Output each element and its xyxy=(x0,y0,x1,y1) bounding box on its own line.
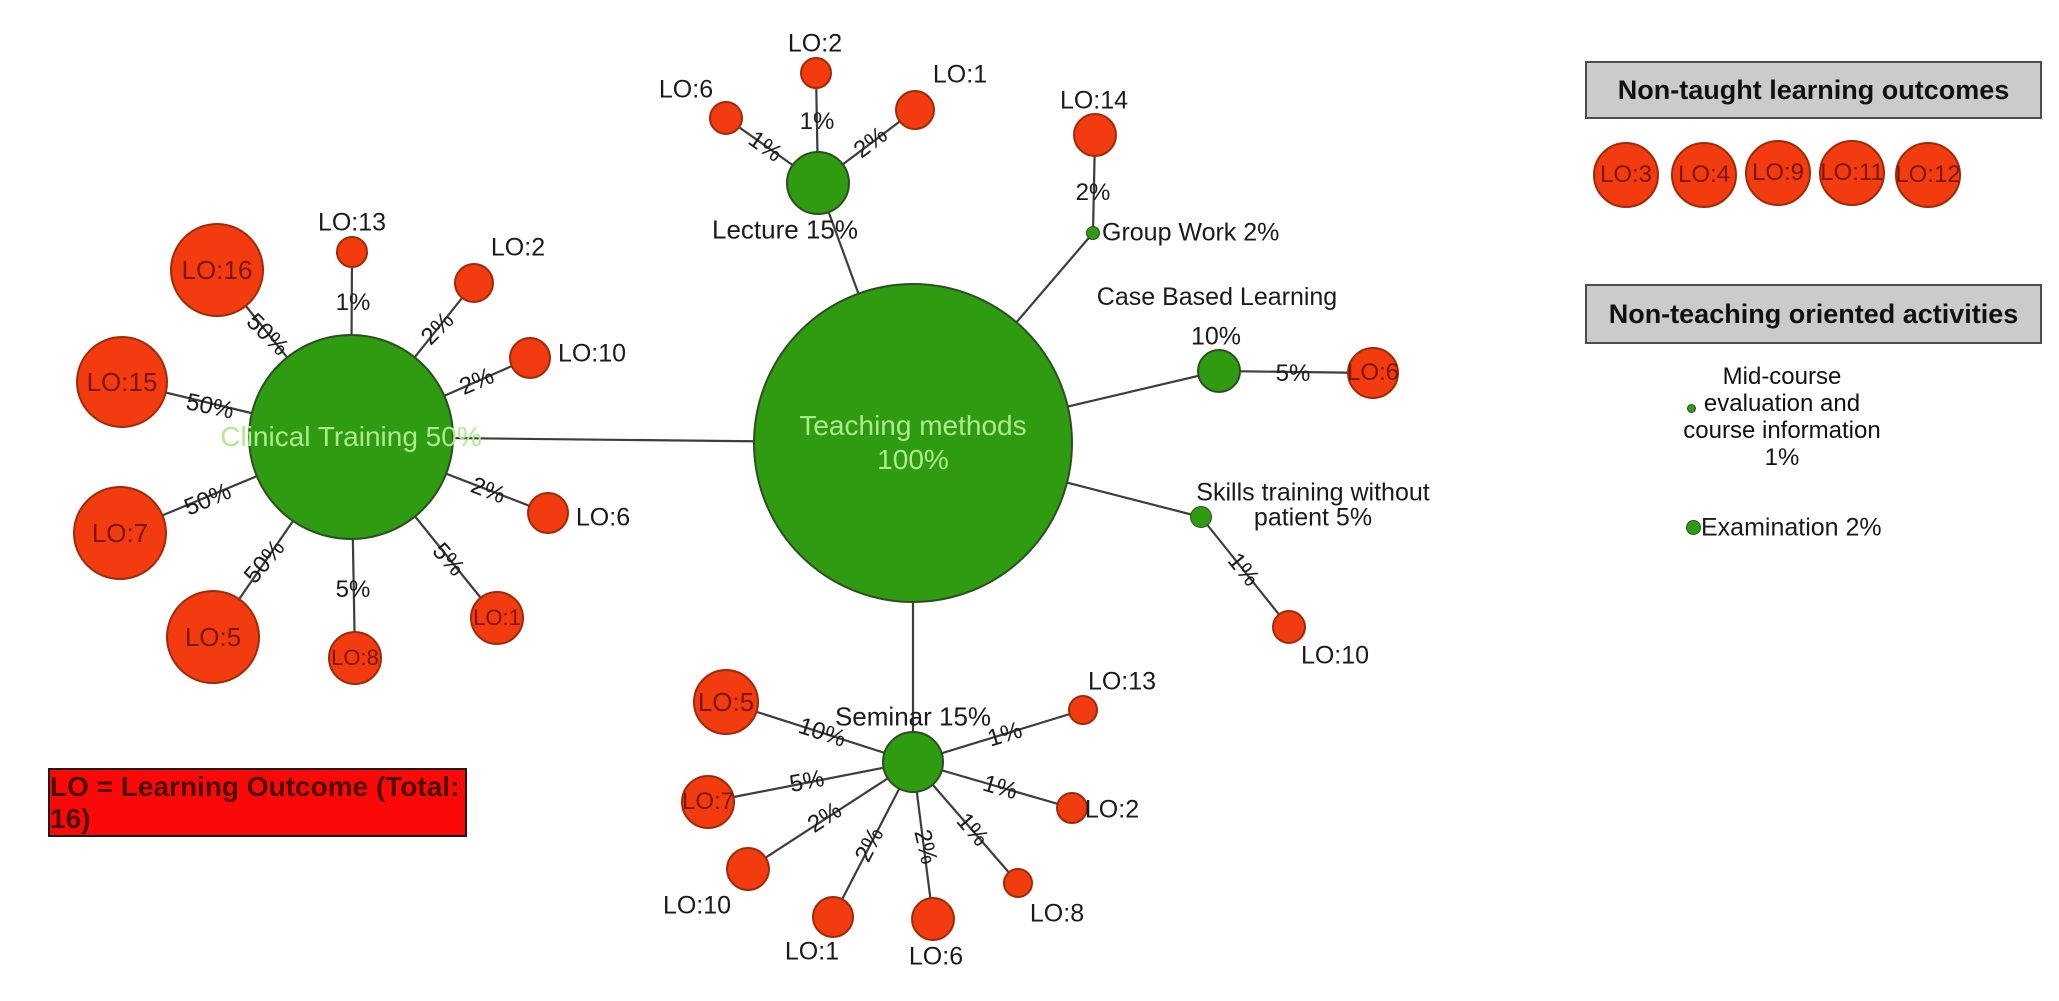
node-seminar-lo1 xyxy=(812,896,854,938)
node-midcourse-dot xyxy=(1687,404,1696,413)
non-teaching-activities-title: Non-teaching oriented activities xyxy=(1608,298,2019,329)
node-skills-lo10 xyxy=(1272,610,1306,644)
node-clinical-lo8: LO:8 xyxy=(328,631,382,685)
seminar-lo8-label: LO:8 xyxy=(1029,899,1085,928)
node-seminar-lo2 xyxy=(1056,792,1088,824)
lo16-label: LO:16 xyxy=(181,254,253,285)
lo-legend-box: LO = Learning Outcome (Total: 16) xyxy=(48,768,467,837)
lecture-lo6-label: LO:6 xyxy=(658,75,714,104)
cbl-lo6-label: LO:6 xyxy=(1346,359,1400,386)
node-teaching-methods: Teaching methods 100% xyxy=(753,283,1073,603)
lo7-label: LO:7 xyxy=(91,517,149,548)
seminar-label: Seminar 15% xyxy=(834,701,992,732)
clinical-training-label: Clinical Training 50% xyxy=(220,421,482,452)
node-nontaught-lo12: LO:12 xyxy=(1895,142,1961,208)
clinical-lo13-label: LO:13 xyxy=(317,208,387,237)
examination-label: Examination 2% xyxy=(1701,513,1882,542)
node-cbl-lo6: LO:6 xyxy=(1347,347,1399,399)
seminar-lo13-label: LO:13 xyxy=(1087,667,1157,696)
node-lecture-lo6 xyxy=(709,101,743,135)
skills-lo10-label: LO:10 xyxy=(1300,641,1370,670)
non-taught-outcomes-title: Non-taught learning outcomes xyxy=(1617,74,2010,105)
lo8-label: LO:8 xyxy=(331,645,379,670)
lo1-label: LO:1 xyxy=(473,605,521,630)
node-clinical-lo10 xyxy=(509,337,551,379)
node-nontaught-lo3: LO:3 xyxy=(1593,142,1659,208)
nontaught-lo4-label: LO:4 xyxy=(1677,161,1731,188)
lecture-label: Lecture 15% xyxy=(712,214,858,245)
node-seminar xyxy=(882,731,944,793)
node-clinical-lo5: LO:5 xyxy=(166,590,260,684)
nontaught-lo12-label: LO:12 xyxy=(1895,161,1961,188)
node-seminar-lo6 xyxy=(911,897,955,941)
node-seminar-lo10 xyxy=(726,847,770,891)
node-groupwork-lo14 xyxy=(1073,113,1117,157)
skills-label-line1: Skills training without xyxy=(1196,478,1430,507)
nontaught-lo11-label: LO:11 xyxy=(1820,159,1884,186)
node-lecture-lo2 xyxy=(800,57,832,89)
seminar-lo1-label: LO:1 xyxy=(784,937,840,966)
edge-seminar-lo10 xyxy=(747,761,914,870)
node-seminar-lo7: LO:7 xyxy=(681,775,735,829)
midcourse-line3: course information xyxy=(1683,417,1881,444)
cbl-lo6-pct: 5% xyxy=(1275,360,1311,387)
groupwork-lo14-pct: 2% xyxy=(1075,179,1111,206)
node-nontaught-lo11: LO:11 xyxy=(1819,140,1885,206)
node-clinical-lo1: LO:1 xyxy=(470,591,524,645)
node-nontaught-lo4: LO:4 xyxy=(1671,142,1737,208)
node-skills-training xyxy=(1190,506,1212,528)
node-seminar-lo13 xyxy=(1068,695,1098,725)
seminar-lo2-label: LO:2 xyxy=(1084,795,1140,824)
teaching-methods-label: Teaching methods 100% xyxy=(799,409,1026,477)
seminar-lo10-label: LO:10 xyxy=(662,891,732,920)
cbl-label-line2: 10% xyxy=(1190,322,1242,351)
node-clinical-lo15: LO:15 xyxy=(76,336,168,428)
clinical-lo13-pct: 1% xyxy=(335,289,371,316)
non-taught-outcomes-box: Non-taught learning outcomes xyxy=(1585,61,2042,119)
lecture-lo2-label: LO:2 xyxy=(787,29,843,58)
lecture-lo2-pct: 1% xyxy=(799,108,835,135)
nontaught-lo9-label: LO:9 xyxy=(1751,159,1805,186)
node-nontaught-lo9: LO:9 xyxy=(1745,140,1811,206)
node-clinical-lo13 xyxy=(336,236,368,268)
seminar-lo7-label: LO:7 xyxy=(681,788,735,815)
edge-skills-lo10 xyxy=(1200,516,1290,628)
teaching-methods-line2: 100% xyxy=(877,444,949,475)
cbl-label-line1: Case Based Learning xyxy=(1096,283,1338,311)
seminar-lo6-label: LO:6 xyxy=(908,942,964,971)
clinical-lo2-label: LO:2 xyxy=(490,233,546,262)
clinical-lo6-label: LO:6 xyxy=(575,503,631,532)
seminar-lo5-label: LO:5 xyxy=(697,686,755,717)
clinical-lo8-pct: 5% xyxy=(335,576,371,603)
node-clinical-lo2 xyxy=(454,263,494,303)
groupwork-lo14-label: LO:14 xyxy=(1059,86,1129,115)
midcourse-line1: Mid-course xyxy=(1722,363,1842,390)
midcourse-line2: evaluation and xyxy=(1703,390,1861,417)
node-group-work xyxy=(1086,226,1100,240)
midcourse-label: Mid-course evaluation and course informa… xyxy=(1683,363,1880,471)
node-seminar-lo8 xyxy=(1003,868,1033,898)
nontaught-lo3-label: LO:3 xyxy=(1599,161,1653,188)
node-case-based-learning xyxy=(1197,349,1241,393)
midcourse-line4: 1% xyxy=(1764,444,1800,471)
clinical-lo10-label: LO:10 xyxy=(557,339,627,368)
node-clinical-lo7: LO:7 xyxy=(73,486,167,580)
lo15-label: LO:15 xyxy=(86,366,158,397)
teaching-methods-line1: Teaching methods xyxy=(799,410,1027,441)
lo-legend-text: LO = Learning Outcome (Total: 16) xyxy=(50,770,460,834)
node-examination-dot xyxy=(1686,520,1701,535)
node-clinical-lo16: LO:16 xyxy=(170,223,264,317)
node-seminar-lo5: LO:5 xyxy=(693,669,759,735)
lo5-label: LO:5 xyxy=(184,621,242,652)
edge-seminar-lo7 xyxy=(707,760,914,804)
group-work-label: Group Work 2% xyxy=(1102,218,1280,247)
skills-label-line2: patient 5% xyxy=(1253,503,1373,532)
non-teaching-activities-box: Non-teaching oriented activities xyxy=(1585,284,2042,344)
node-clinical-training: Clinical Training 50% xyxy=(220,334,482,540)
node-clinical-lo6 xyxy=(527,492,569,534)
node-lecture xyxy=(786,151,850,215)
node-lecture-lo1 xyxy=(895,90,935,130)
lecture-lo1-label: LO:1 xyxy=(932,60,988,89)
